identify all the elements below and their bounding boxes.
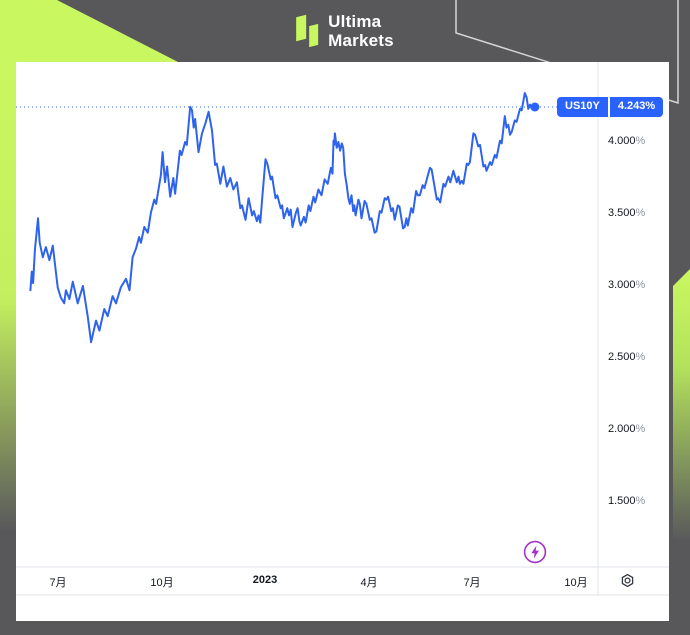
gear-icon	[621, 573, 634, 588]
price-label: 4.243%	[609, 97, 664, 117]
logo-bar-left	[296, 14, 307, 42]
y-tick-suffix: %	[635, 279, 646, 291]
y-axis-label: 3.000%	[608, 279, 645, 291]
y-axis-label: 2.000%	[608, 423, 645, 435]
y-axis-label: 4.000%	[608, 135, 645, 147]
last-price-marker	[530, 102, 540, 112]
flash-order-button[interactable]	[523, 540, 547, 564]
y-tick-value: 2.500	[608, 351, 636, 363]
brand-line-1: Ultima	[328, 12, 382, 31]
symbol-price-tag: US10Y 4.243%	[557, 97, 664, 117]
x-axis-label: 7月	[463, 577, 481, 589]
y-tick-suffix: %	[635, 495, 646, 507]
y-tick-value: 2.000	[608, 423, 636, 435]
y-tick-suffix: %	[635, 135, 646, 147]
y-axis-label: 2.500%	[608, 351, 645, 363]
chart-plot-area[interactable]	[16, 62, 669, 621]
lime-left-strip-decoration	[0, 60, 16, 530]
x-axis-label: 4月	[360, 577, 378, 589]
us10y-series-line	[29, 92, 536, 344]
y-tick-value: 1.500	[608, 495, 636, 507]
x-axis-label: 10月	[564, 577, 588, 589]
lime-triangle-decoration	[0, 0, 178, 62]
price-scale-settings-button[interactable]	[619, 572, 636, 589]
y-tick-value: 3.500	[608, 207, 636, 219]
logo-bar-right	[309, 23, 319, 48]
ultima-markets-logo-icon	[296, 13, 319, 49]
y-tick-value: 4.000	[608, 135, 636, 147]
lime-right-strip-decoration	[673, 269, 690, 540]
x-axis-label-year: 2023	[252, 574, 278, 586]
y-tick-suffix: %	[635, 351, 646, 363]
y-tick-suffix: %	[635, 207, 646, 219]
brand-name: Ultima Markets	[328, 12, 394, 50]
y-tick-suffix: %	[635, 423, 646, 435]
y-axis-label: 1.500%	[608, 495, 645, 507]
y-tick-value: 3.000	[608, 279, 636, 291]
ultima-markets-logo: Ultima Markets	[296, 12, 394, 50]
lightning-icon	[523, 540, 547, 564]
chart-panel	[16, 62, 669, 621]
brand-line-2: Markets	[328, 31, 394, 50]
y-axis-label: 3.500%	[608, 207, 645, 219]
symbol-label: US10Y	[557, 97, 608, 117]
x-axis-label: 7月	[49, 577, 67, 589]
x-axis-label: 10月	[150, 577, 174, 589]
